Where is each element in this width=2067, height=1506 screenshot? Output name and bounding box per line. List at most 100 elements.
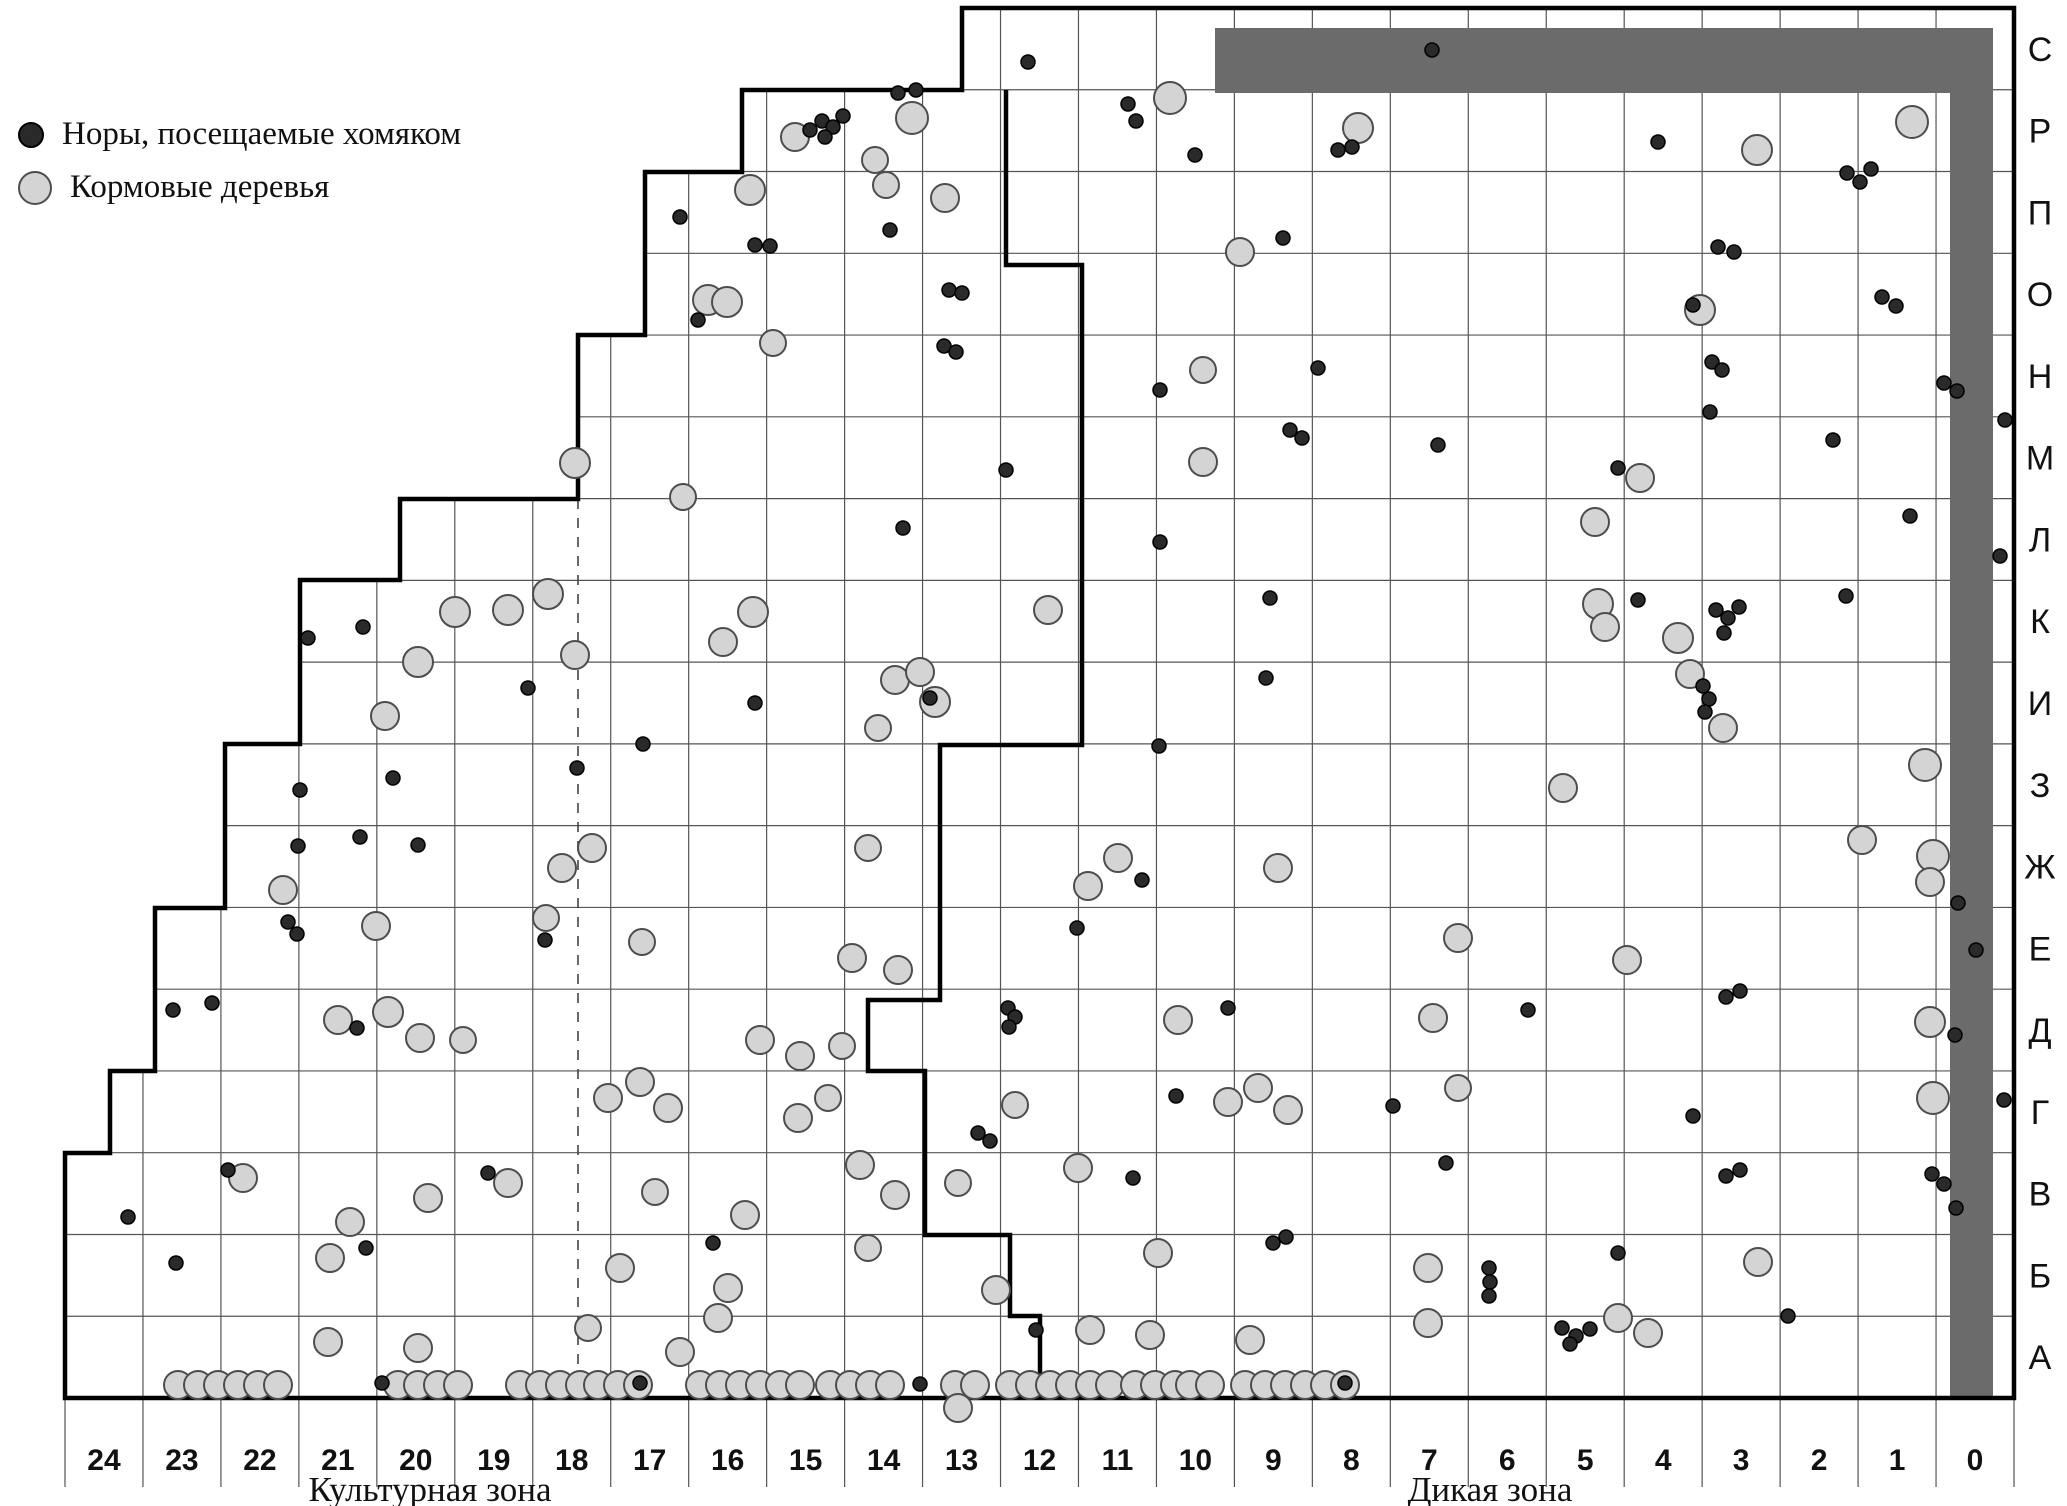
legend-item-trees: Кормовые деревья: [18, 169, 461, 206]
tree-marker: [854, 834, 882, 862]
burrow-marker: [1282, 422, 1298, 438]
tree-marker: [1916, 839, 1950, 873]
burrow-marker: [1702, 404, 1718, 420]
tree-marker: [1163, 1005, 1193, 1035]
tree-marker: [785, 1041, 815, 1071]
tree-marker: [1273, 1095, 1303, 1125]
column-label: 7: [1421, 1444, 1438, 1477]
column-label: 8: [1343, 1444, 1360, 1477]
burrow-marker: [672, 209, 688, 225]
tree-marker: [1153, 81, 1187, 115]
burrow-marker: [1731, 599, 1747, 615]
burrow-marker: [1482, 1274, 1498, 1290]
burrow-marker: [410, 837, 426, 853]
burrow-marker: [1996, 1092, 2012, 1108]
tree-marker: [403, 1333, 433, 1363]
tree-marker: [785, 1370, 815, 1400]
burrow-marker: [1685, 297, 1701, 313]
burrow-marker: [1152, 534, 1168, 550]
tree-marker: [1908, 748, 1942, 782]
burrow-marker: [1424, 42, 1440, 58]
burrow-marker: [204, 995, 220, 1011]
column-band-separators: [64, 1398, 2015, 1487]
column-label: 16: [711, 1444, 744, 1477]
burrow-marker: [300, 630, 316, 646]
burrow-marker: [1716, 625, 1732, 641]
burrow-marker: [948, 344, 964, 360]
burrow-marker: [292, 782, 308, 798]
tree-marker: [783, 1103, 813, 1133]
tree-marker: [1195, 1370, 1225, 1400]
burrow-marker: [1344, 139, 1360, 155]
burrow-marker: [1430, 437, 1446, 453]
column-label: 20: [399, 1444, 432, 1477]
tree-marker: [228, 1163, 258, 1193]
burrow-marker: [1385, 1098, 1401, 1114]
study-area-boundary: [62, 5, 2017, 1401]
column-label: 17: [633, 1444, 666, 1477]
burrow-marker: [1695, 678, 1711, 694]
burrow-marker: [280, 914, 296, 930]
tree-marker: [734, 174, 766, 206]
tree-marker: [1001, 1091, 1029, 1119]
tree-marker: [315, 1243, 345, 1273]
burrow-marker: [352, 829, 368, 845]
burrow-marker: [1852, 174, 1868, 190]
burrow-marker: [289, 926, 305, 942]
tree-marker: [1443, 923, 1473, 953]
tree-marker: [960, 1370, 990, 1400]
tree-marker: [828, 1032, 856, 1060]
shaded-zone: [1950, 93, 1993, 1398]
burrow-marker: [1028, 1322, 1044, 1338]
tree-marker: [1741, 134, 1773, 166]
column-label: 9: [1265, 1444, 1282, 1477]
tree-marker: [1612, 945, 1642, 975]
column-label: 14: [867, 1444, 901, 1477]
column-label: 22: [243, 1444, 276, 1477]
tree-marker: [1914, 1006, 1946, 1038]
burrow-marker: [1220, 1000, 1236, 1016]
row-label: Н: [2028, 358, 2053, 396]
legend-item-burrows: Норы, посещаемые хомяком: [18, 116, 461, 153]
burrow-marker: [1554, 1320, 1570, 1336]
column-label: 24: [87, 1444, 121, 1477]
tree-marker: [1708, 713, 1738, 743]
burrow-marker: [1947, 1027, 1963, 1043]
burrow-marker: [1714, 362, 1730, 378]
tree-marker: [1662, 622, 1694, 654]
burrow-marker: [1187, 147, 1203, 163]
burrow-marker: [747, 695, 763, 711]
burrow-marker: [165, 1002, 181, 1018]
burrow-marker: [537, 932, 553, 948]
burrow-marker: [1704, 354, 1720, 370]
tree-marker: [1743, 1247, 1773, 1277]
burrow-marker: [1780, 1308, 1796, 1324]
tree-marker: [370, 701, 400, 731]
column-labels: 24 23 22 21 20 19 18 17 16 15 14 13 12 11 10 9 8 7 6 5 4 3 2 1 0: [87, 1444, 1983, 1477]
burrow-marker: [747, 237, 763, 253]
tree-marker: [1603, 1303, 1633, 1333]
tree-marker: [864, 714, 892, 742]
burrow-marker: [895, 520, 911, 536]
legend-label-trees: Кормовые деревья: [70, 169, 330, 205]
column-label: 6: [1499, 1444, 1516, 1477]
burrow-marker: [1732, 983, 1748, 999]
burrow-marker: [1997, 412, 2013, 428]
burrow-marker: [941, 282, 957, 298]
tree-marker: [1235, 1325, 1265, 1355]
column-label: 3: [1733, 1444, 1750, 1477]
zone-label-wild: Дикая зона: [1407, 1470, 1573, 1506]
tree-marker: [711, 286, 743, 318]
burrow-marker: [480, 1165, 496, 1181]
burrow-marker: [890, 85, 906, 101]
burrow-marker: [1936, 375, 1952, 391]
tree-marker: [944, 1169, 972, 1197]
tree-marker: [837, 943, 867, 973]
tree-marker: [413, 1183, 443, 1213]
burrow-marker: [1152, 382, 1168, 398]
burrow-marker: [1337, 1375, 1353, 1391]
burrow-legend-icon: [18, 121, 44, 148]
burrow-marker: [762, 238, 778, 254]
burrow-marker: [1275, 230, 1291, 246]
tree-marker: [1675, 659, 1705, 689]
